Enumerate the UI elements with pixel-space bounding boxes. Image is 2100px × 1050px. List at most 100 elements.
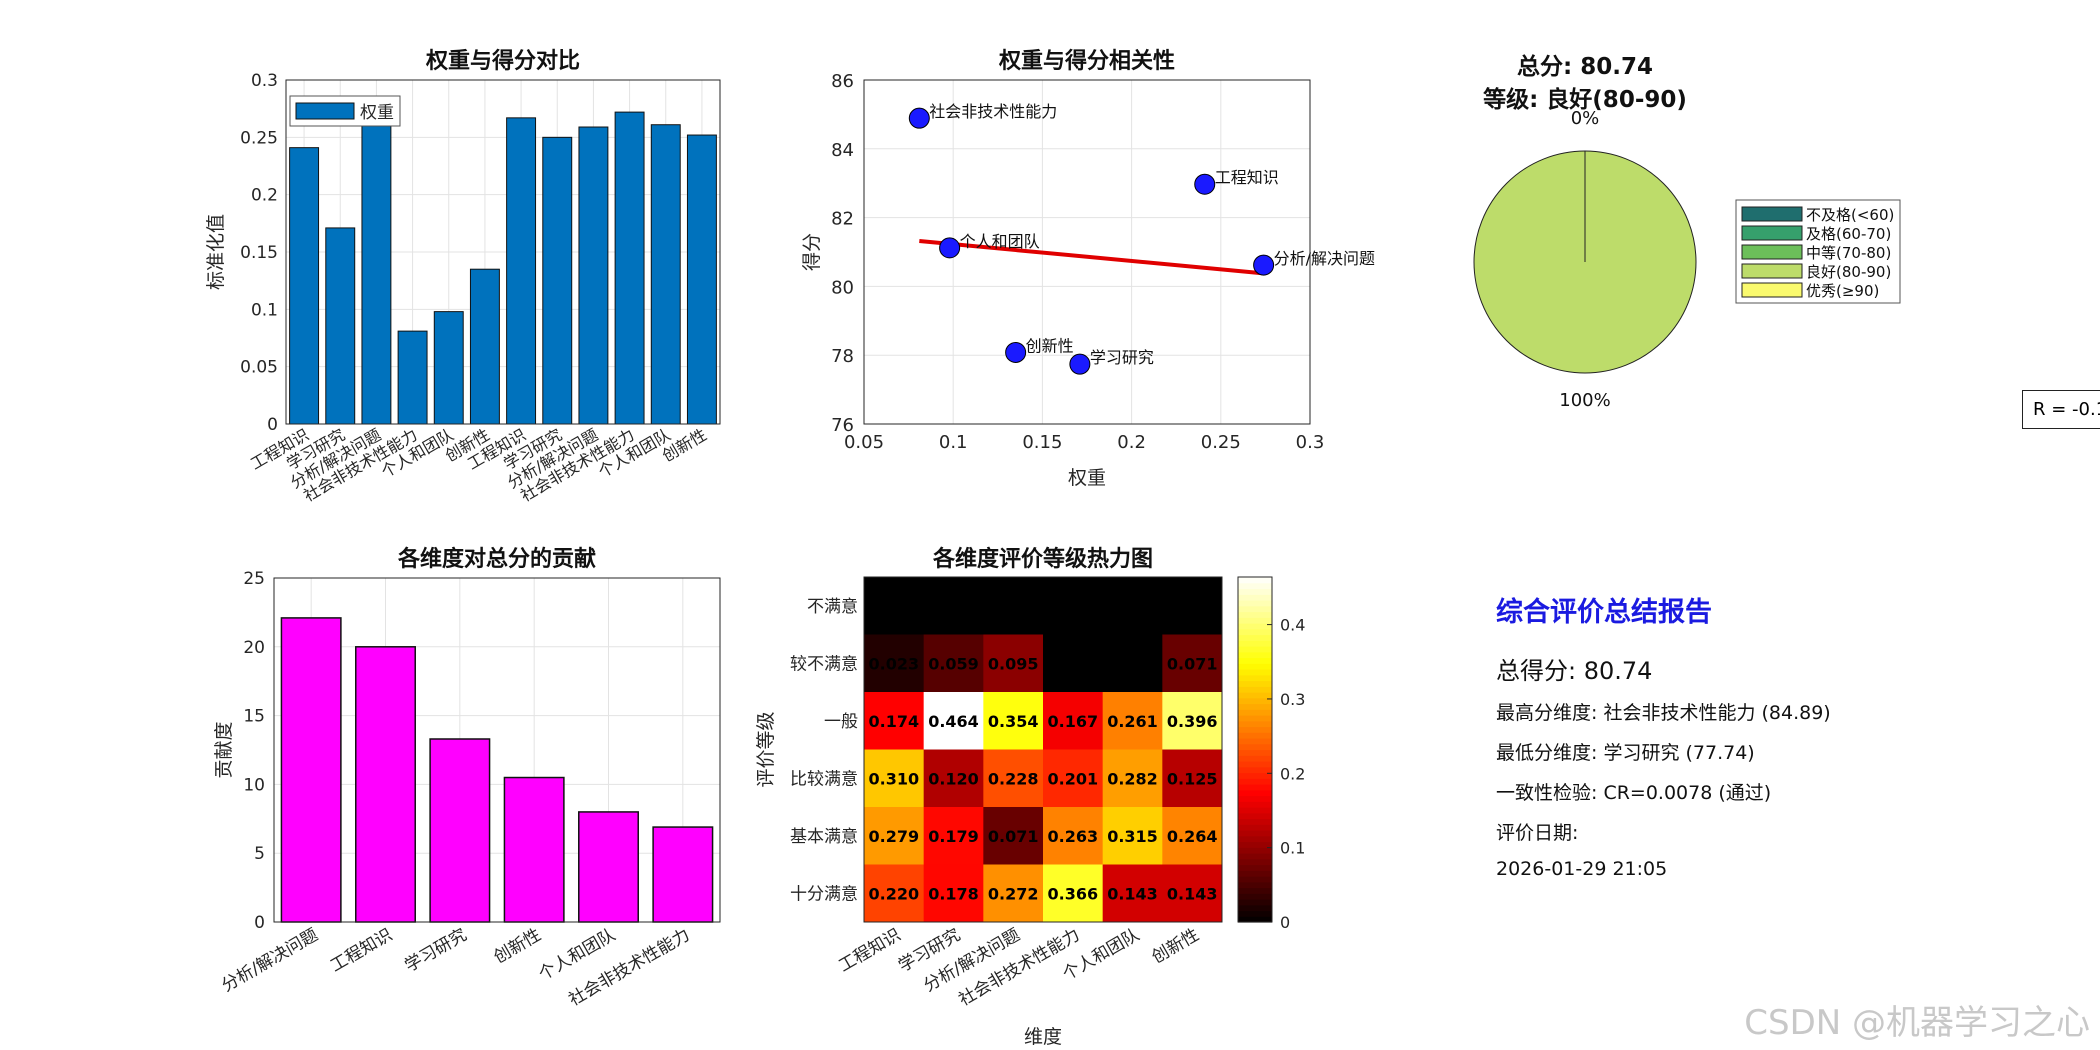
cell-value-label: 0.354	[988, 712, 1039, 731]
y-tick-label: 80	[831, 277, 854, 298]
pie-legend-label: 良好(80-90)	[1806, 263, 1891, 281]
heatmap-cell	[1102, 749, 1163, 808]
pie-slice-label: 100%	[1559, 390, 1610, 411]
pie-title-line: 总分: 80.74	[1517, 53, 1653, 80]
y-tick-label: 0.05	[240, 358, 278, 378]
x-tick-label: 创新性	[490, 925, 544, 968]
weight-bar	[289, 147, 320, 425]
cell-value-label: 0.120	[928, 769, 979, 788]
heatmap-cell	[983, 577, 1044, 635]
chart-title: 权重与得分对比	[425, 48, 580, 74]
colorbar-segment	[1238, 749, 1272, 756]
colorbar-segment	[1238, 605, 1272, 613]
legend-swatch	[295, 102, 355, 120]
cell-value-label: 0.174	[869, 712, 920, 731]
colorbar-segment	[1238, 709, 1272, 716]
cell-value-label: 0.071	[1167, 654, 1218, 673]
colorbar-segment	[1238, 646, 1272, 653]
colorbar-segment	[1238, 824, 1272, 831]
colorbar-segment	[1238, 623, 1272, 630]
x-tick-label: 工程知识	[835, 925, 904, 976]
y-tick-label: 十分满意	[790, 884, 858, 904]
pie-legend-swatch	[1741, 282, 1803, 298]
colorbar-segment	[1238, 732, 1272, 739]
point-label: 个人和团队	[960, 232, 1040, 251]
axes-frame	[863, 79, 1311, 425]
grade-pie-chart: 总分: 80.74 等级: 良好(80-90)0% 100% 不及格(<60)及格(6…	[1473, 53, 1901, 411]
report-date-label: 评价日期:	[1496, 822, 1579, 844]
cell-value-label: 0.263	[1048, 827, 1099, 846]
heatmap-cell	[1043, 864, 1104, 923]
y-tick-label: 一般	[824, 712, 858, 732]
axes-frame	[863, 576, 1223, 923]
weight-bar	[578, 126, 609, 425]
correlation-textbox: R = -0.1	[2022, 390, 2100, 429]
colorbar-segment	[1238, 853, 1272, 860]
pie-legend-swatch	[1741, 225, 1803, 241]
x-tick-label: 创新性	[1148, 925, 1202, 968]
colorbar-segment	[1238, 611, 1272, 618]
report-title: 综合评价总结报告	[1496, 597, 1712, 628]
colorbar-segment	[1238, 801, 1272, 808]
y-tick-label: 0.2	[251, 186, 278, 206]
contribution-bar	[652, 826, 714, 923]
cell-value-label: 0.125	[1167, 769, 1218, 788]
x-tick-label: 工程知识	[327, 925, 396, 976]
colorbar-segment	[1238, 847, 1272, 854]
grade-heatmap-chart: 0.023 0.059 0.095 0.071 0.174 0.464 0.354 0.167…	[755, 546, 1305, 1048]
colorbar-segment	[1238, 674, 1272, 682]
cell-value-label: 0.464	[928, 712, 979, 731]
heatmap-cell	[923, 692, 984, 750]
y-tick-label: 0	[267, 415, 278, 435]
colorbar-segment	[1238, 893, 1272, 900]
weight-bar	[433, 311, 464, 425]
colorbar-segment	[1238, 772, 1272, 779]
colorbar-segment	[1238, 692, 1272, 699]
report-date: 2026-01-29 21:05	[1496, 858, 1668, 880]
colorbar-segment	[1238, 835, 1272, 843]
x-tick-label: 0.05	[844, 432, 884, 453]
heatmap-cell	[864, 577, 925, 635]
colorbar-segment	[1238, 870, 1272, 877]
heatmap-cell	[1102, 577, 1163, 635]
heatmap-cell	[1043, 634, 1104, 693]
colorbar-tick-label: 0.1	[1280, 839, 1305, 858]
chart-title: 各维度对总分的贡献	[397, 546, 596, 572]
colorbar-segment	[1238, 697, 1272, 705]
heatmap-cell	[864, 749, 925, 808]
pie-legend-label: 及格(60-70)	[1806, 225, 1891, 243]
cell-value-label: 0.272	[988, 884, 1039, 903]
colorbar-segment	[1238, 651, 1272, 659]
pie-legend-swatch	[1741, 263, 1803, 279]
point-label: 工程知识	[1215, 168, 1279, 187]
cell-value-label: 0.167	[1048, 712, 1099, 731]
heatmap-cell	[1043, 807, 1104, 865]
contribution-bar	[355, 646, 416, 923]
cell-value-label: 0.228	[988, 769, 1039, 788]
scatter-point	[1005, 341, 1027, 363]
pie-legend-swatch	[1741, 206, 1803, 222]
colorbar-segment	[1238, 841, 1272, 848]
colorbar-segment	[1238, 807, 1272, 814]
y-tick-label: 0.15	[240, 243, 278, 263]
cell-value-label: 0.023	[869, 654, 920, 673]
y-tick-label: 86	[831, 71, 854, 92]
heatmap-cell	[1162, 577, 1223, 635]
weight-bar	[469, 268, 500, 425]
colorbar-segment	[1238, 916, 1272, 923]
cell-value-label: 0.264	[1167, 827, 1218, 846]
heatmap-cell	[923, 749, 984, 808]
cell-value-label: 0.315	[1107, 827, 1158, 846]
colorbar-segment	[1238, 588, 1272, 595]
x-tick-label: 0.15	[1022, 432, 1062, 453]
cell-value-label: 0.220	[869, 884, 920, 903]
contribution-bar	[503, 776, 565, 923]
y-tick-label: 76	[831, 415, 854, 436]
colorbar-segment	[1238, 910, 1272, 917]
y-tick-label: 0.25	[240, 128, 278, 148]
cell-value-label: 0.143	[1107, 884, 1158, 903]
cell-value-label: 0.310	[869, 769, 920, 788]
x-tick-label: 0.3	[1296, 432, 1325, 453]
heatmap-cell	[1043, 577, 1104, 635]
